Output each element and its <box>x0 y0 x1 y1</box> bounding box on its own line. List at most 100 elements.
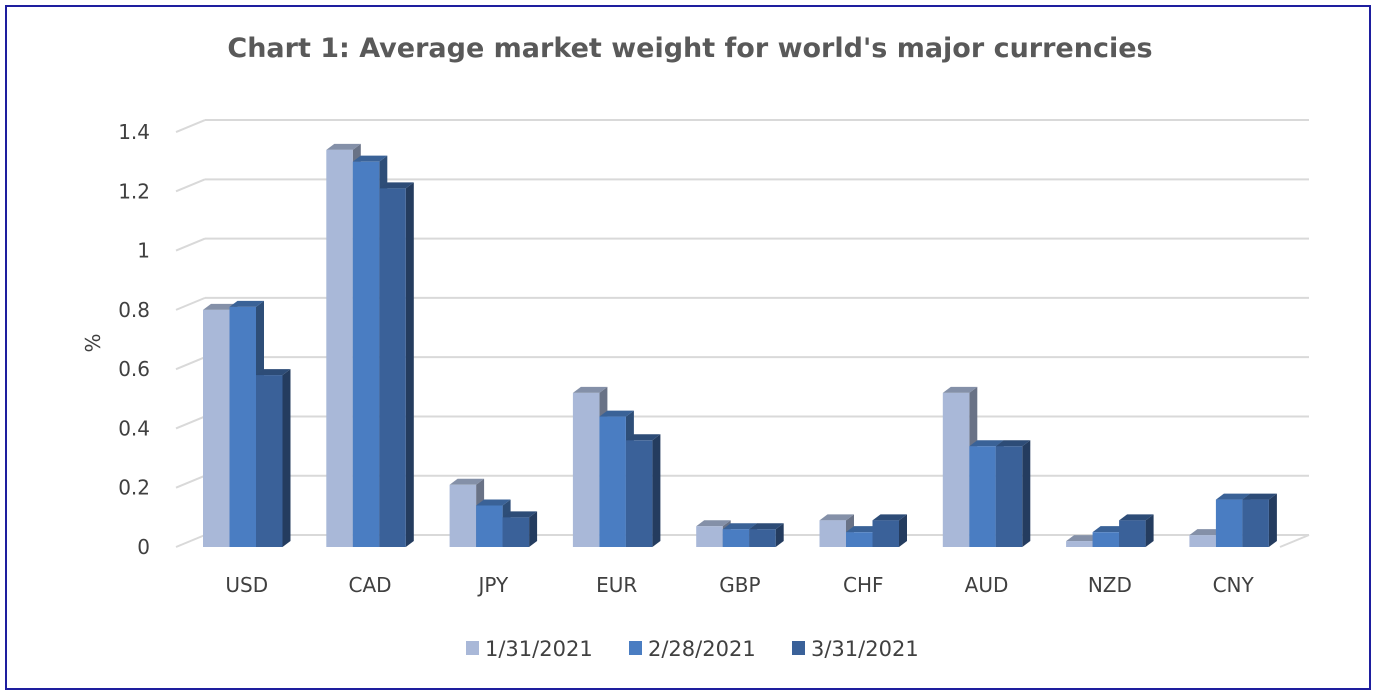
y-tick-label: 0.8 <box>118 298 150 322</box>
bar-top <box>872 514 907 521</box>
bar-top <box>502 511 538 518</box>
bar-top <box>599 410 634 417</box>
bar-front <box>1189 535 1216 547</box>
bar-front <box>599 416 626 547</box>
legend-label: 2/28/2021 <box>648 637 756 661</box>
bar-front <box>1215 499 1243 547</box>
y-tick-label: 0.6 <box>118 357 150 381</box>
bar-front <box>326 149 353 547</box>
bar <box>256 369 291 547</box>
gridline-connector <box>175 119 206 133</box>
x-tick-label: JPY <box>476 573 509 597</box>
bar-front <box>819 520 846 547</box>
x-tick-label: AUD <box>965 573 1009 597</box>
gridline-connector <box>175 356 206 371</box>
bar-front <box>1119 520 1146 547</box>
bar-front <box>969 446 996 547</box>
y-tick-label: 1.4 <box>118 120 150 144</box>
x-tick-label: CHF <box>843 573 884 597</box>
bar <box>449 478 485 547</box>
x-tick-label: CNY <box>1213 573 1255 597</box>
bar-front <box>502 517 530 547</box>
bar-side <box>652 434 661 547</box>
bar-front <box>722 529 750 547</box>
bar-side <box>282 369 291 547</box>
bar-top <box>572 386 608 393</box>
legend-swatch <box>792 641 805 655</box>
bar-front <box>572 392 600 547</box>
bar <box>1242 493 1277 547</box>
bar-top <box>819 514 854 521</box>
legend-label: 1/31/2021 <box>485 637 593 661</box>
bars <box>203 143 1277 547</box>
y-axis-ticks: 0 0.2 0.4 0.6 0.8 1 1.2 1.4 <box>118 120 150 559</box>
gridline-connector <box>175 237 206 252</box>
y-tick-label: 0.2 <box>118 476 150 500</box>
bar-front <box>872 520 899 547</box>
bar-side <box>529 511 538 547</box>
legend: 1/31/2021 2/28/2021 3/31/2021 <box>466 637 919 661</box>
bar <box>696 520 731 547</box>
bar <box>379 182 414 547</box>
bar-top <box>256 369 291 376</box>
x-tick-label: NZD <box>1088 573 1132 597</box>
bar-front <box>696 526 723 547</box>
bar-top <box>1119 514 1154 521</box>
bar-top <box>749 523 784 530</box>
bar-front <box>203 309 230 547</box>
bar-front <box>942 392 970 547</box>
legend-item: 2/28/2021 <box>629 637 756 661</box>
bar-front <box>352 161 380 547</box>
bar-front <box>1066 541 1093 547</box>
bar <box>502 511 538 547</box>
gridline-connector <box>175 178 206 193</box>
bar-top <box>1189 529 1224 536</box>
bar-top <box>846 526 881 533</box>
bar-top <box>1066 535 1101 542</box>
chart-title: Chart 1: Average market weight for world… <box>227 33 1153 64</box>
bar-side <box>1145 514 1154 547</box>
legend-swatch <box>466 641 479 655</box>
bar-front <box>449 484 477 547</box>
bar-front <box>749 529 776 547</box>
bar-front <box>256 375 283 547</box>
x-tick-label: USD <box>225 573 268 597</box>
bar-side <box>775 523 784 547</box>
bar-front <box>995 446 1023 547</box>
bar-front <box>379 188 406 547</box>
legend-swatch <box>629 641 642 655</box>
bar-top <box>942 386 978 393</box>
bar-top <box>1092 526 1128 533</box>
chart-frame <box>5 5 1371 690</box>
bar <box>625 434 661 547</box>
y-axis-label: % <box>81 333 105 352</box>
bar-top <box>722 523 758 530</box>
x-axis-ticks: USD CAD JPY EUR GBP CHF AUD NZD CNY <box>225 573 1254 597</box>
bar <box>1215 493 1251 547</box>
bar-front <box>625 440 653 547</box>
bar-side <box>405 182 414 547</box>
bar <box>1119 514 1154 547</box>
gridline-connector <box>175 296 206 311</box>
legend-item: 1/31/2021 <box>466 637 593 661</box>
x-tick-label: CAD <box>349 573 392 597</box>
bar-top <box>229 300 264 307</box>
bar-top <box>352 155 388 162</box>
bar-top <box>625 434 661 441</box>
bar-top <box>379 182 414 189</box>
gridline-connector <box>175 534 206 548</box>
legend-item: 3/31/2021 <box>792 637 919 661</box>
bar <box>872 514 907 547</box>
x-tick-label: EUR <box>596 573 637 597</box>
bar-top <box>995 440 1031 447</box>
y-tick-label: 0 <box>137 535 150 559</box>
legend-label: 3/31/2021 <box>811 637 919 661</box>
bar-front <box>846 532 873 547</box>
bar-front <box>476 505 503 547</box>
bar-side <box>1268 493 1277 547</box>
y-tick-label: 1.2 <box>118 179 150 203</box>
bar-top <box>969 440 1004 447</box>
floor-edge <box>1279 534 1310 548</box>
bar-front <box>1242 499 1269 547</box>
